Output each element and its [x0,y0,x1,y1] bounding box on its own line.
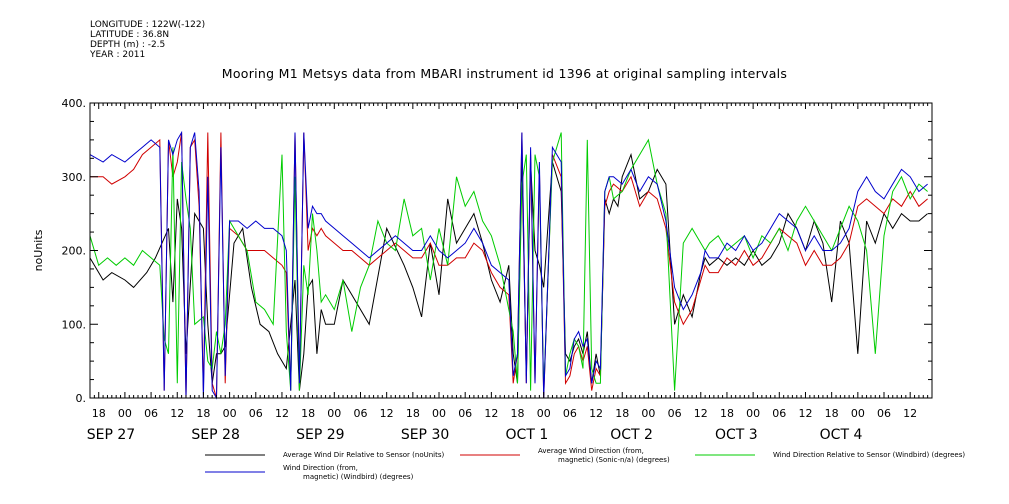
x-tick-label: 00 [746,407,760,420]
series-line-2 [90,132,928,399]
x-tick-label: 12 [903,407,917,420]
x-tick-label: 18 [511,407,525,420]
y-tick-label: 400. [62,97,87,110]
y-tick-label: 100. [62,318,87,331]
meta-year: YEAR : 2011 [90,50,146,60]
y-tick-label: 0. [76,392,87,405]
x-tick-label: 12 [589,407,603,420]
x-tick-label: 00 [641,407,655,420]
x-tick-label: 18 [301,407,315,420]
x-tick-label: 00 [537,407,551,420]
x-tick-label: 00 [327,407,341,420]
x-tick-label: 18 [196,407,210,420]
x-tick-label: 06 [249,407,263,420]
x-date-label: OCT 2 [610,427,653,443]
x-tick-label: 06 [668,407,682,420]
x-tick-label: 06 [144,407,158,420]
x-date-label: SEP 27 [87,427,135,443]
chart-title: Mooring M1 Metsys data from MBARI instru… [221,66,788,81]
legend-label: Average Wind Dir Relative to Sensor (noU… [283,451,444,459]
series-line-3 [89,132,928,391]
x-tick-label: 00 [432,407,446,420]
legend: Average Wind Dir Relative to Sensor (noU… [205,447,965,481]
x-tick-label: 06 [877,407,891,420]
x-tick-label: 00 [851,407,865,420]
x-tick-label: 00 [223,407,237,420]
y-axis-label: noUnits [32,229,45,271]
x-date-label: OCT 4 [820,427,863,443]
meta-depth: DEPTH (m) : -2.5 [90,40,166,50]
meta-latitude: LATITUDE : 36.8N [90,30,170,40]
x-tick-label: 12 [694,407,708,420]
y-tick-label: 200. [62,245,87,258]
series-line-4 [89,130,928,400]
x-tick-label: 00 [118,407,132,420]
x-tick-label: 06 [563,407,577,420]
x-tick-label: 12 [380,407,394,420]
plot-lines [89,130,928,400]
x-date-label: SEP 28 [191,427,239,443]
x-date-label: SEP 29 [296,427,344,443]
legend-label: Wind Direction (from, magnetic) (Windbird… [283,464,414,481]
x-tick-label: 18 [92,407,106,420]
x-tick-label: 18 [825,407,839,420]
x-tick-label: 12 [798,407,812,420]
meta-longitude: LONGITUDE : 122W(-122) [90,20,206,30]
x-tick-label: 12 [275,407,289,420]
x-date-label: SEP 30 [401,427,449,443]
x-tick-label: 06 [772,407,786,420]
x-date-label: OCT 3 [715,427,758,443]
x-tick-label: 18 [720,407,734,420]
x-tick-label: 18 [615,407,629,420]
x-tick-label: 06 [353,407,367,420]
x-date-label: OCT 1 [506,427,549,443]
x-tick-label: 18 [406,407,420,420]
series-line-1 [89,152,928,391]
x-tick-label: 06 [458,407,472,420]
x-tick-label: 12 [170,407,184,420]
legend-label: Wind Direction Relative to Sensor (Windb… [773,451,965,459]
axes: 18 00 06 12 18 00 06 12 18 00 06 12 18 00 06 12 18 00 06 12… [62,97,933,443]
x-tick-label: 12 [484,407,498,420]
y-tick-label: 300. [62,171,87,184]
legend-label: Average Wind Direction (from, magnetic) (… [538,447,670,464]
metadata-block: LONGITUDE : 122W(-122) LATITUDE : 36.8N … [90,20,205,60]
